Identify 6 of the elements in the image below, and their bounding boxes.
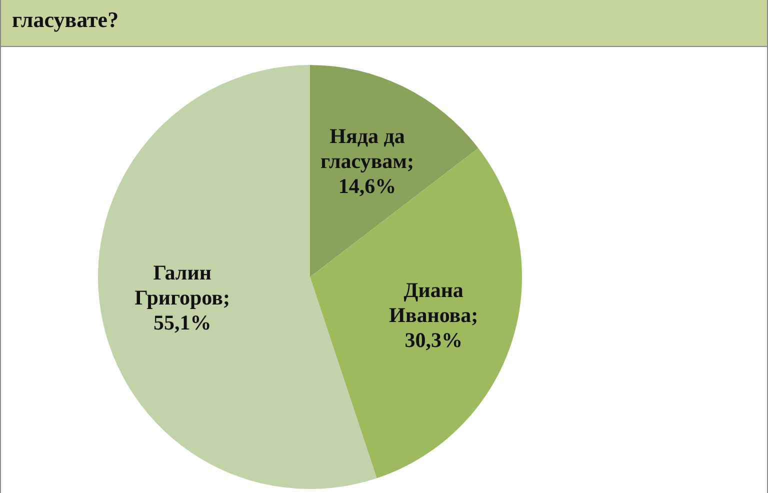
pie-slice — [310, 148, 522, 478]
slice-label: Диана Иванова; 30,3% — [389, 278, 478, 352]
chart-title: гласувате? — [12, 7, 119, 33]
slice-label: Галин Григоров; 55,1% — [134, 260, 230, 335]
slice-label: Няда да гласувам; 14,6% — [320, 124, 414, 198]
pie-slice — [310, 65, 478, 277]
